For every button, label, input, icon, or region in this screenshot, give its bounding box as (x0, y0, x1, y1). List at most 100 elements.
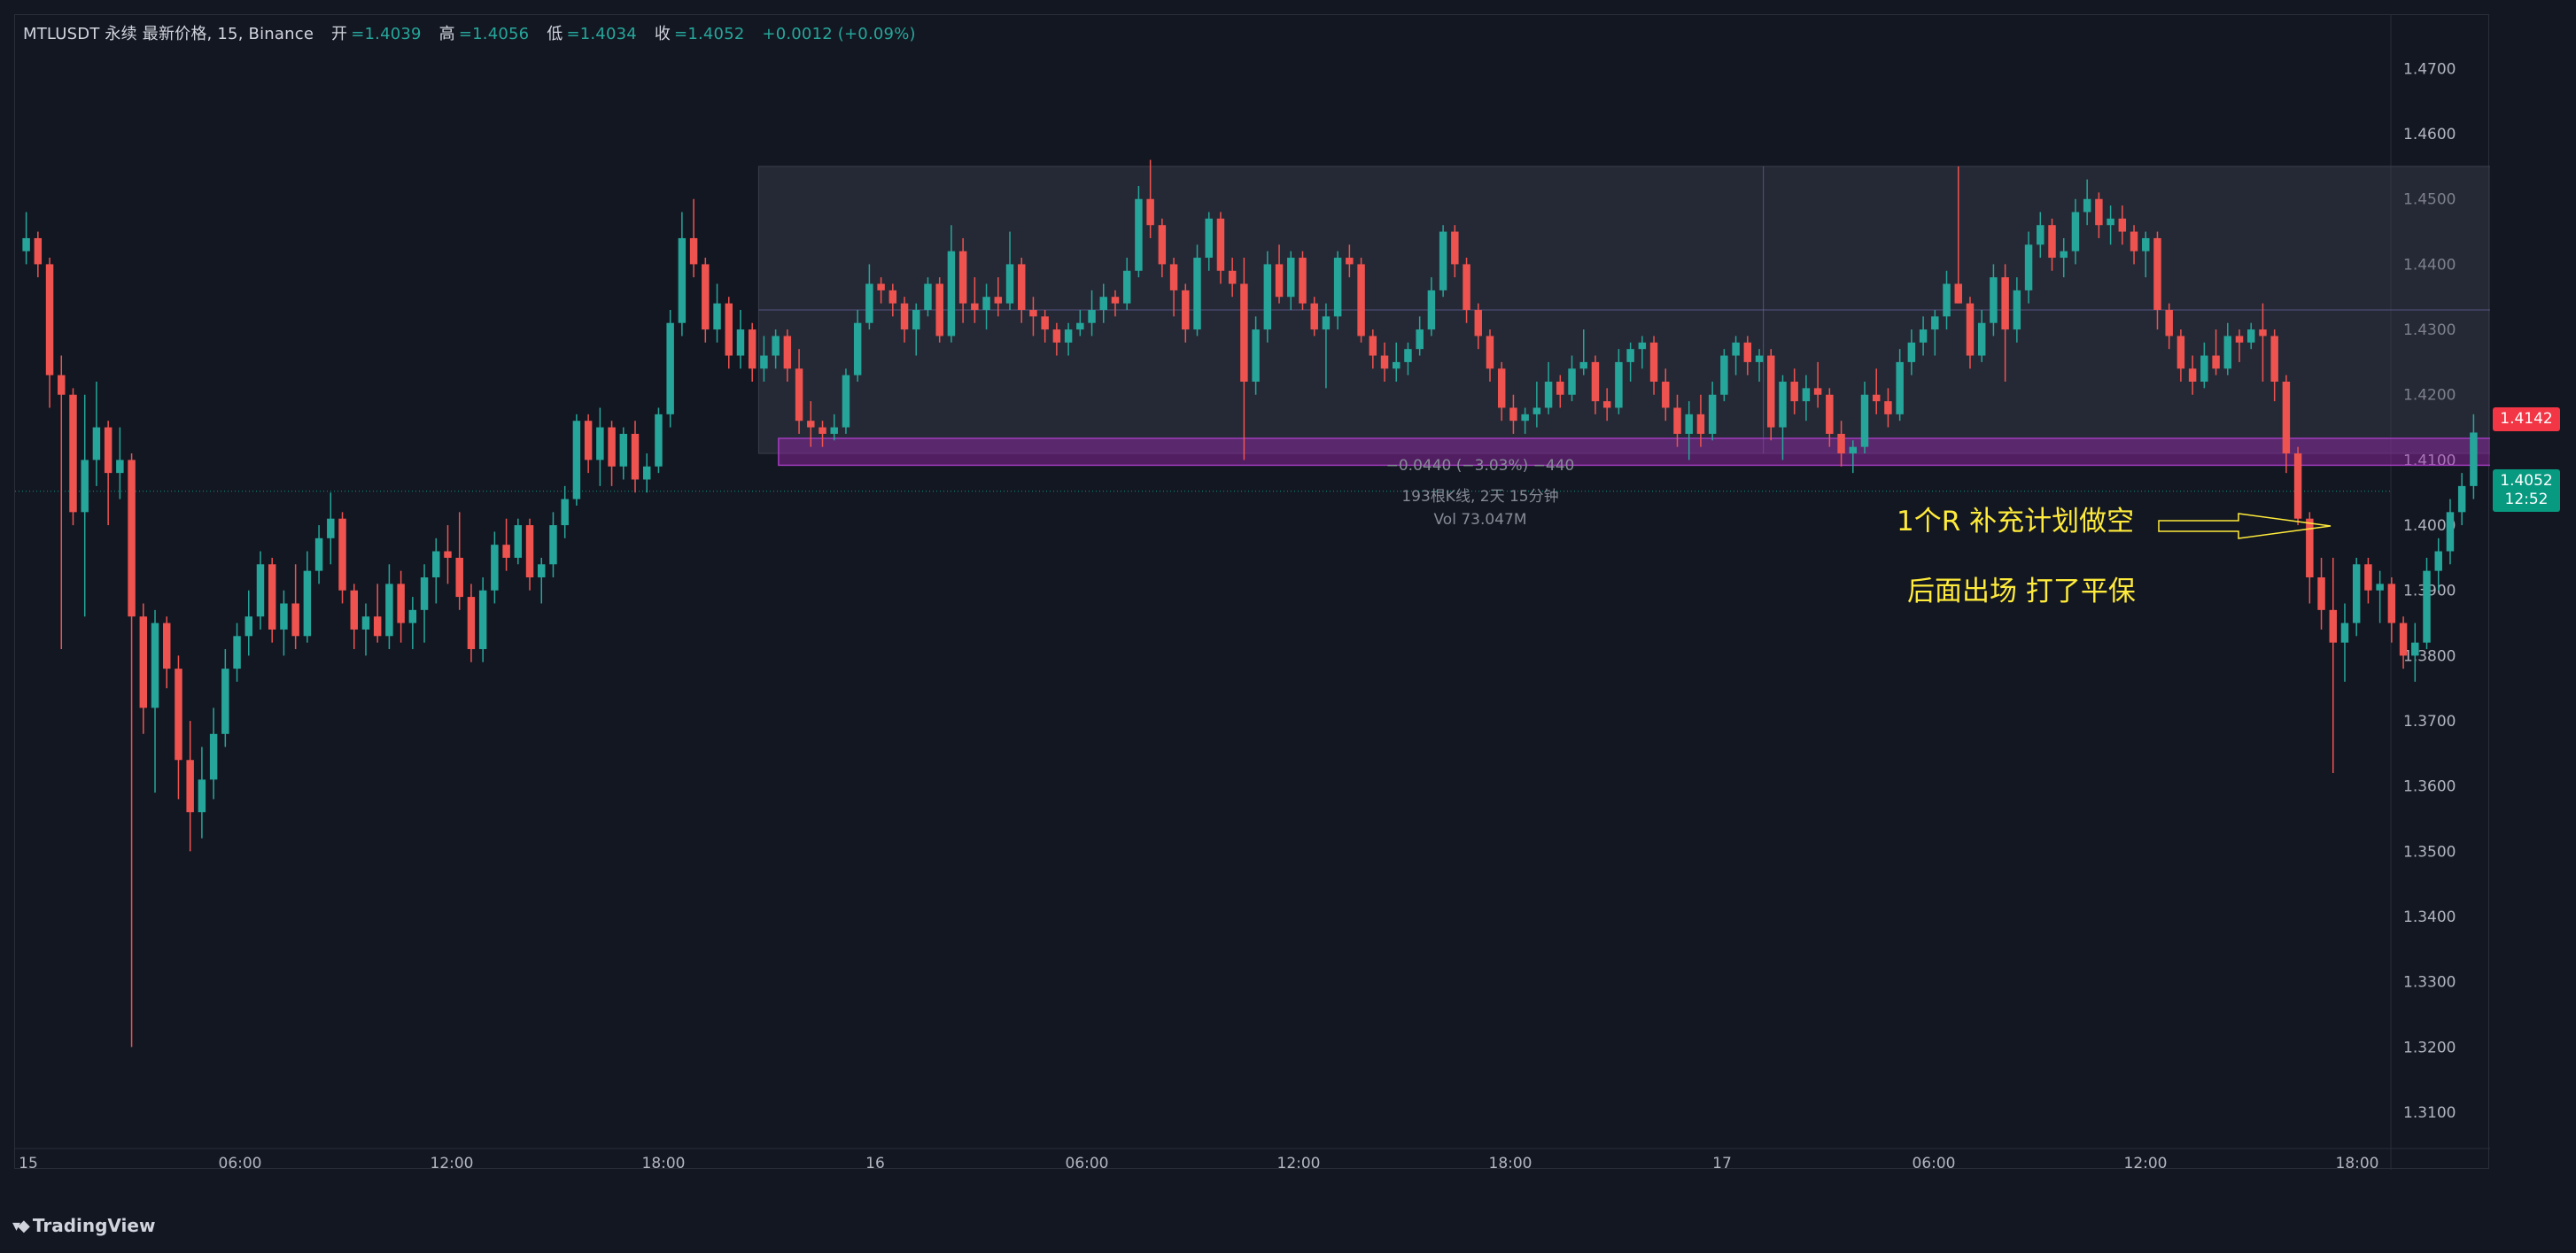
candle-body (455, 557, 463, 598)
candle-body (655, 414, 663, 467)
candle-body (2282, 382, 2291, 454)
candle-body (1779, 382, 1787, 428)
y-tick-label: 1.3500 (2403, 843, 2456, 861)
x-tick-label: 18:00 (1489, 1155, 1532, 1170)
candle-body (2212, 355, 2220, 369)
candlestick-chart[interactable]: 1.47001.46001.45001.44001.43001.42001.41… (15, 15, 2490, 1170)
candle-body (1966, 303, 1975, 356)
candle-body (467, 597, 476, 650)
y-tick-label: 1.3300 (2403, 974, 2456, 992)
candle-body (1275, 264, 1284, 298)
y-tick-label: 1.3400 (2403, 909, 2456, 926)
candle-body (2200, 355, 2208, 383)
candle-body (2060, 251, 2068, 259)
candle-body (2130, 231, 2138, 251)
candle-body (1252, 329, 1260, 383)
candle-body (58, 375, 66, 395)
candle-body (947, 251, 956, 336)
candle-body (22, 237, 30, 251)
candle-body (1521, 414, 1529, 422)
candle-body (1497, 368, 1506, 408)
candle-body (2235, 336, 2244, 343)
candle-body (2142, 237, 2150, 251)
candle-body (982, 297, 990, 310)
candle-body (1451, 231, 1459, 265)
candle-body (1802, 388, 1811, 402)
y-tick-label: 1.4700 (2403, 60, 2456, 78)
candle-body (350, 590, 358, 630)
candle-body (432, 551, 440, 578)
candle-body (1602, 401, 1611, 408)
candle-body (338, 518, 346, 591)
y-tick-label: 1.3700 (2403, 713, 2456, 731)
candle-body (2095, 198, 2103, 226)
candle-body (561, 499, 569, 526)
candle-body (1017, 264, 1026, 310)
candle-body (1122, 270, 1131, 304)
candle-body (2188, 368, 2197, 383)
candle-body (233, 636, 241, 669)
candle-body (2457, 485, 2466, 513)
candle-body (2352, 564, 2361, 623)
candle-body (1146, 198, 1154, 226)
candle-body (1708, 394, 1717, 434)
candle-body (1685, 414, 1693, 434)
candle-body (268, 564, 276, 630)
candle-body (619, 433, 628, 467)
candle-body (1732, 342, 1740, 356)
candle-body (2024, 244, 2033, 290)
y-tick-label: 1.3100 (2403, 1104, 2456, 1122)
candle-body (1005, 264, 1014, 304)
tradingview-logo[interactable]: ▾◆ TradingView (12, 1215, 155, 1236)
candle-body (256, 564, 265, 617)
high-value: =1.4056 (458, 25, 530, 43)
candle-body (900, 303, 909, 330)
annotation-short-plan[interactable]: 1个R 补充计划做空 (1897, 506, 2135, 538)
candle-body (1369, 336, 1377, 356)
candle-body (1813, 388, 1822, 395)
candle-body (1849, 446, 1858, 454)
candle-body (2376, 584, 2384, 591)
x-tick-label: 17 (1712, 1155, 1732, 1170)
candle-body (1591, 361, 1600, 402)
annotation-exit-note[interactable]: 后面出场 打了平保 (1907, 576, 2136, 607)
candle-body (1088, 309, 1096, 323)
candle-body (2446, 512, 2455, 552)
chart-pane[interactable]: 1.47001.46001.45001.44001.43001.42001.41… (14, 14, 2490, 1170)
high-label: 高 (438, 25, 455, 43)
candle-body (819, 427, 826, 434)
x-tick-label: 06:00 (1066, 1155, 1109, 1170)
current-price-value: 1.4052 (2500, 472, 2553, 490)
candle-body (702, 264, 710, 330)
candle-body (2165, 309, 2173, 336)
candle-body (2399, 623, 2408, 656)
candle-body (151, 623, 159, 708)
candle-body (45, 264, 54, 375)
candle-body (2176, 336, 2185, 369)
x-tick-label: 18:00 (2336, 1155, 2379, 1170)
candle-body (888, 290, 897, 304)
candle-body (853, 322, 862, 375)
candle-body (2423, 570, 2431, 643)
candle-body (69, 394, 77, 513)
candle-body (1111, 297, 1120, 304)
change-value: +0.0012 (+0.09%) (762, 25, 916, 43)
candle-body (1649, 342, 1658, 383)
candle-body (116, 460, 124, 474)
candle-body (2153, 237, 2161, 310)
candle-body (1767, 355, 1775, 428)
candle-body (631, 433, 640, 480)
tradingview-logo-icon: ▾◆ (12, 1216, 30, 1235)
y-tick-label: 1.4500 (2403, 191, 2456, 209)
candle-body (2470, 432, 2478, 486)
candle-body (1907, 342, 1916, 362)
symbol-title[interactable]: MTLUSDT 永续 最新价格, 15, Binance (23, 25, 314, 43)
candle-body (1333, 258, 1342, 317)
candle-body (1216, 218, 1225, 271)
candle-body (2317, 577, 2325, 610)
candle-body (408, 609, 417, 623)
candle-body (958, 251, 967, 304)
candle-body (1931, 316, 1939, 330)
candle-body (2037, 225, 2045, 245)
candle-body (1099, 297, 1107, 310)
